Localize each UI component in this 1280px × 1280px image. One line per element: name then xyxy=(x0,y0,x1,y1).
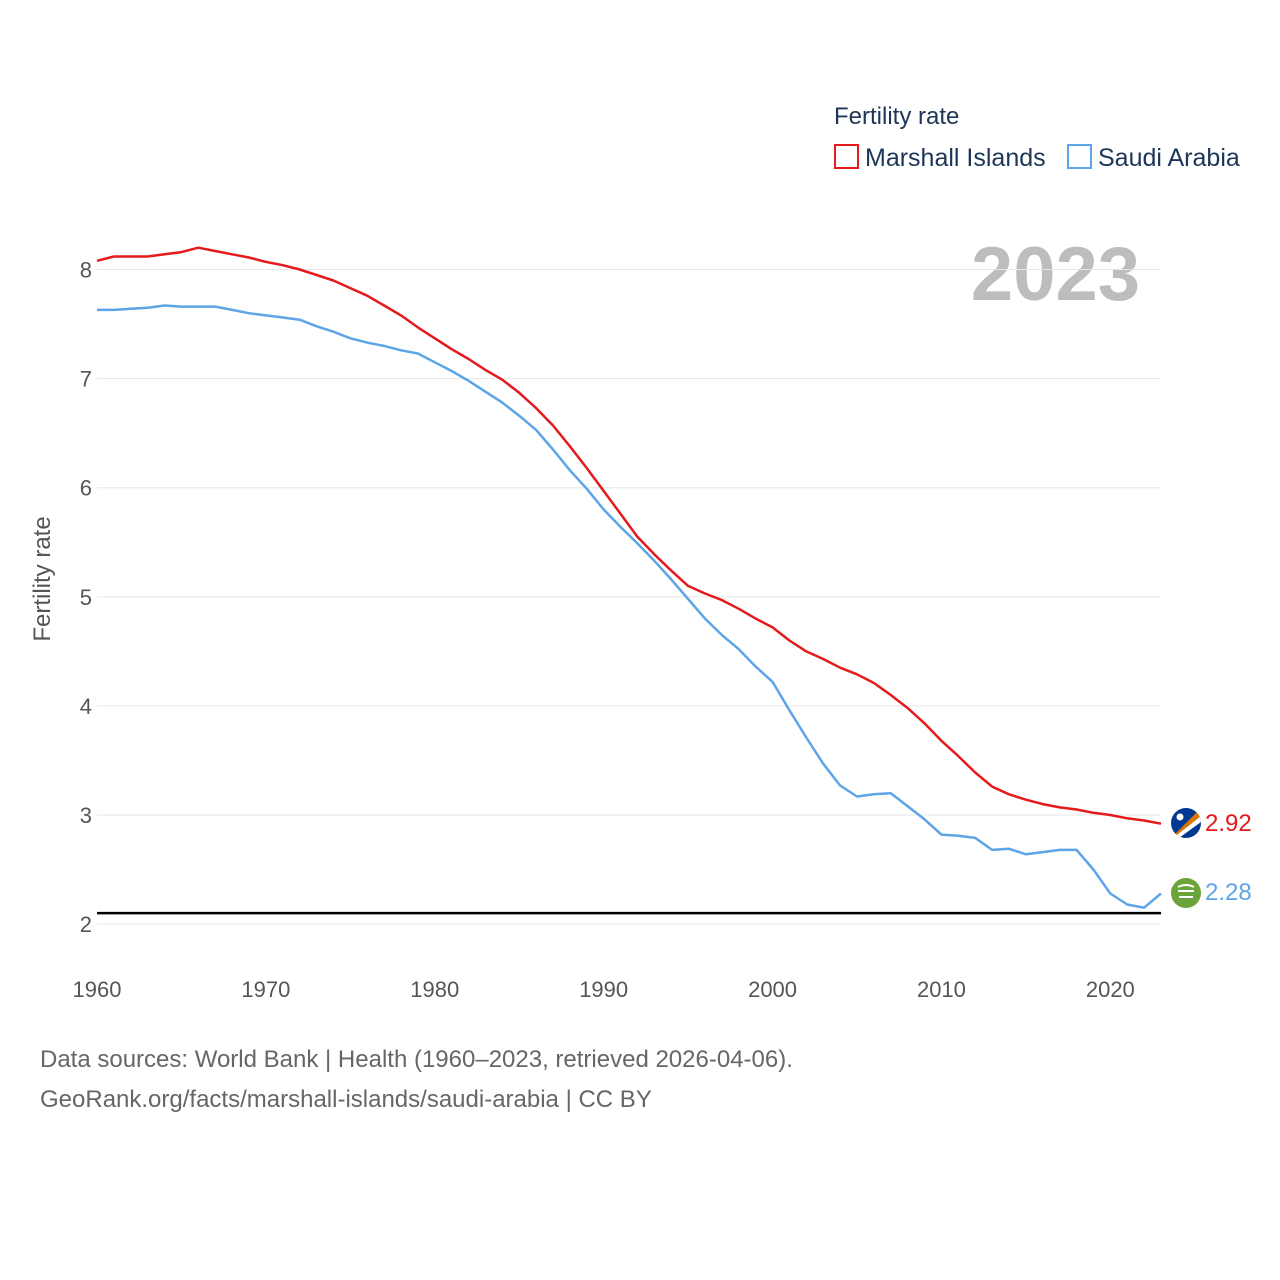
series-lines xyxy=(96,246,1162,909)
y-tick-label-4: 4 xyxy=(80,694,92,719)
legend-label-marshall-islands: Marshall Islands xyxy=(865,144,1046,172)
attribution-link[interactable]: GeoRank.org/facts/marshall-islands/saudi… xyxy=(40,1086,652,1113)
data-source-text: Data sources: World Bank | Health (1960–… xyxy=(40,1046,793,1073)
legend-item-saudi-arabia[interactable]: Saudi Arabia xyxy=(1067,144,1240,172)
y-tick-label-8: 8 xyxy=(80,258,92,283)
x-tick-label-2020: 2020 xyxy=(1086,977,1135,1002)
legend-title: Fertility rate xyxy=(834,103,959,130)
marshall-islands-end-value: 2.92 xyxy=(1205,810,1252,837)
x-tick-label-2010: 2010 xyxy=(917,977,966,1002)
x-tick-label-1960: 1960 xyxy=(73,977,122,1002)
line-saudi-arabia[interactable] xyxy=(97,304,1162,909)
x-tick-label-1990: 1990 xyxy=(579,977,628,1002)
legend-label-saudi-arabia: Saudi Arabia xyxy=(1098,144,1240,172)
saudi-arabia-flag-icon xyxy=(1171,878,1201,908)
saudi-arabia-end-value: 2.28 xyxy=(1205,879,1252,906)
y-axis-label: Fertility rate xyxy=(29,516,56,641)
marshall-islands-end-marker[interactable]: 2.92 xyxy=(1171,808,1252,838)
y-tick-label-7: 7 xyxy=(80,367,92,392)
y-tick-label-3: 3 xyxy=(80,803,92,828)
marshall-islands-flag-icon xyxy=(1171,808,1201,838)
y-tick-label-2: 2 xyxy=(80,912,92,937)
x-tick-label-1980: 1980 xyxy=(410,977,459,1002)
x-axis: 1960 1970 1980 1990 2000 2010 2020 xyxy=(73,977,1135,1002)
grid xyxy=(97,269,1161,925)
legend-swatch-saudi-arabia xyxy=(1067,144,1092,169)
legend-item-marshall-islands[interactable]: Marshall Islands xyxy=(834,144,1046,172)
y-tick-label-5: 5 xyxy=(80,585,92,610)
legend-swatch-marshall-islands xyxy=(834,144,859,169)
year-overlay: 2023 xyxy=(971,232,1140,317)
y-axis: 2 3 4 5 6 7 8 xyxy=(80,258,92,938)
saudi-arabia-end-marker[interactable]: 2.28 xyxy=(1171,878,1252,908)
y-tick-label-6: 6 xyxy=(80,476,92,501)
x-tick-label-2000: 2000 xyxy=(748,977,797,1002)
x-tick-label-1970: 1970 xyxy=(241,977,290,1002)
line-marshall-islands[interactable] xyxy=(96,246,1162,825)
